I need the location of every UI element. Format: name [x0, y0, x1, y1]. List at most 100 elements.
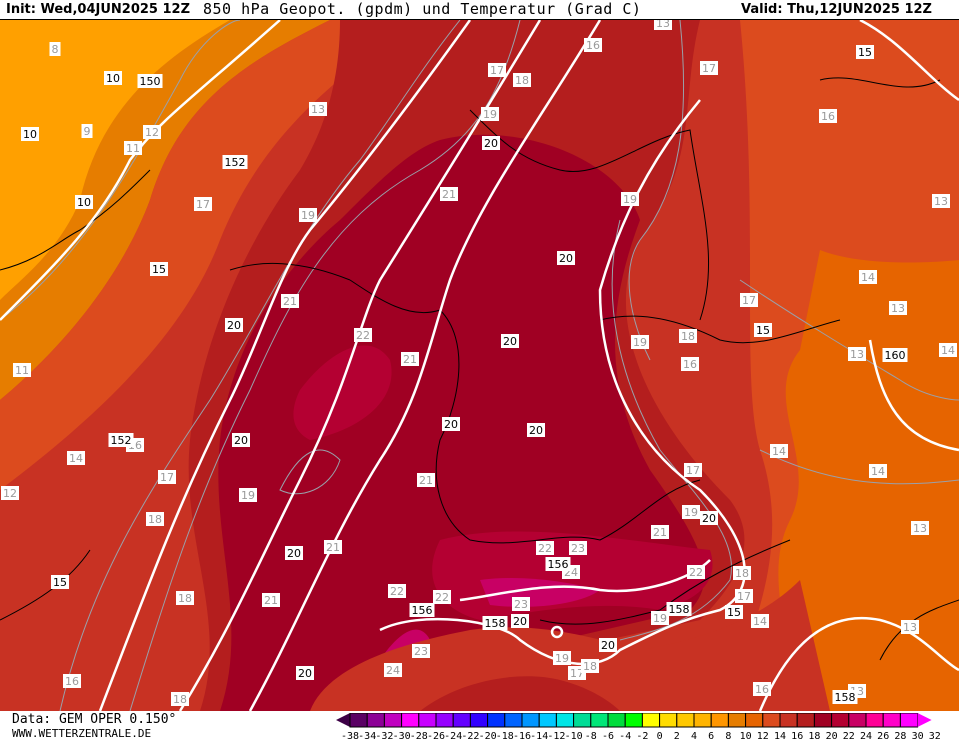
isotherm-label-box — [488, 63, 506, 77]
colorbar-swatch — [487, 713, 506, 728]
isotherm-label-text: 19 — [684, 506, 698, 519]
contour-label: 150 — [137, 74, 163, 88]
contour-label-text: 20 — [287, 547, 301, 560]
isotherm-label-text: 19 — [653, 612, 667, 625]
isotherm-label-box — [679, 329, 697, 343]
isotherm-label: 22 — [388, 584, 406, 598]
isotherm-label-box — [440, 187, 458, 201]
contour-label-box — [754, 323, 772, 337]
isotherm-label: 19 — [621, 192, 639, 206]
isotherm-label-text: 17 — [737, 590, 751, 603]
isotherm-label-text: 22 — [435, 591, 449, 604]
isotherm-label-text: 17 — [570, 667, 584, 680]
isotherm-label-text: 14 — [69, 452, 83, 465]
isotherm-label-text: 18 — [178, 592, 192, 605]
contour-labels: 10 150 10 152 10 15 20 20 20 20 15 160 20 20 152 20 20 20… — [21, 45, 908, 704]
isotherm-label-box — [687, 565, 705, 579]
contour-label: 152 — [222, 155, 248, 169]
isotherm-label: 17 — [158, 470, 176, 484]
isotherm-label-text: 21 — [653, 526, 667, 539]
isotherm-label-box — [239, 488, 257, 502]
contour-label-box — [482, 136, 500, 150]
isotherm-label: 14 — [67, 451, 85, 465]
isotherm-label: 11 — [13, 363, 31, 377]
colorbar-swatch — [659, 713, 678, 728]
contour-label: 15 — [754, 323, 772, 337]
contour-label-box — [285, 546, 303, 560]
isotherm-label: 8 — [49, 42, 61, 56]
isotherm-label-text: 19 — [483, 108, 497, 121]
isotherm-label-box — [735, 589, 753, 603]
isotherm-label: 17 — [488, 63, 506, 77]
colorbar-swatch — [383, 713, 403, 728]
isotherm-label-text: 18 — [583, 660, 597, 673]
isotherm-label-box — [81, 124, 93, 138]
colorbar-swatch — [779, 713, 798, 728]
contour-label-text: 15 — [727, 606, 741, 619]
isotherm-label: 13 — [889, 301, 907, 315]
colorbar-swatch — [435, 713, 454, 728]
isotherm-label-box — [412, 644, 430, 658]
isotherm-label-text: 19 — [623, 193, 637, 206]
isotherm-label-box — [13, 363, 31, 377]
colorbar-swatch — [521, 713, 540, 728]
contour-label: 10 — [75, 195, 93, 209]
colorbar-high-arrow — [917, 713, 932, 727]
isotherm-label-box — [848, 347, 866, 361]
contour-label: 15 — [51, 575, 69, 589]
isotherm-label-text: 13 — [934, 195, 948, 208]
isotherm-label-text: 16 — [683, 358, 697, 371]
isotherm-label: 19 — [682, 505, 700, 519]
contour-label-box — [150, 262, 168, 276]
contour-label-box — [700, 511, 718, 525]
contour-label-text: 150 — [140, 75, 161, 88]
isotherm-label-box — [901, 620, 919, 634]
isotherm-label-text: 22 — [538, 542, 552, 555]
contour-label-box — [482, 616, 508, 630]
isotherm-label-text: 23 — [514, 598, 528, 611]
colorbar-tick-label: 26 — [877, 731, 889, 741]
contour-label: 20 — [442, 417, 460, 431]
contour-label-box — [725, 605, 743, 619]
isotherm-label-box — [889, 301, 907, 315]
contour-label-box — [511, 614, 529, 628]
isotherm-label: 22 — [687, 565, 705, 579]
colorbar-tick-label: -26 — [427, 731, 445, 741]
isotherm-label-box — [388, 584, 406, 598]
contour-label-box — [599, 638, 617, 652]
contour-label-text: 152 — [111, 434, 132, 447]
isotherm-label-box — [158, 470, 176, 484]
isotherm-label-box — [939, 343, 957, 357]
isotherm-label-box — [433, 590, 451, 604]
isotherm-label-text: 21 — [264, 594, 278, 607]
colorbar-swatch — [762, 713, 781, 728]
colorbar-swatch — [727, 713, 747, 728]
isotherm-label: 22 — [433, 590, 451, 604]
contour-label-box — [527, 423, 545, 437]
colorbar-swatch — [418, 713, 437, 728]
contour-label-text: 160 — [885, 349, 906, 362]
contour-label: 15 — [150, 262, 168, 276]
isotherm-label-box — [682, 505, 700, 519]
isotherm-label-box — [581, 659, 599, 673]
colorbar-swatch — [676, 713, 695, 728]
colorbar-swatch — [710, 713, 729, 728]
contour-label: 10 — [21, 127, 39, 141]
contour-label-box — [409, 603, 435, 617]
isotherm-label: 21 — [281, 294, 299, 308]
contour-label: 20 — [700, 511, 718, 525]
isotherm-label-text: 19 — [301, 209, 315, 222]
temperature-colorbar: -38 -34 -32 -30 -28 -26 -24 -22 -20 -18 -16 -14 -12-… — [336, 713, 941, 741]
website-link[interactable]: WWW.WETTERZENTRALE.DE — [12, 727, 152, 740]
colorbar-tick-label: 16 — [791, 731, 803, 741]
weather-map: 89 12111317192121222119181716131716131917… — [0, 19, 959, 712]
colorbar-swatch — [865, 713, 884, 728]
isotherm-label-box — [299, 208, 317, 222]
isotherm-label-box — [733, 566, 751, 580]
contour-label-box — [882, 348, 908, 362]
colorbar-tick-label: 8 — [725, 731, 731, 741]
isotherm-label-text: 16 — [586, 39, 600, 52]
isotherm-label: 22 — [354, 328, 372, 342]
colorbar-low-arrow — [336, 713, 350, 727]
isotherm-label: 14 — [869, 464, 887, 478]
